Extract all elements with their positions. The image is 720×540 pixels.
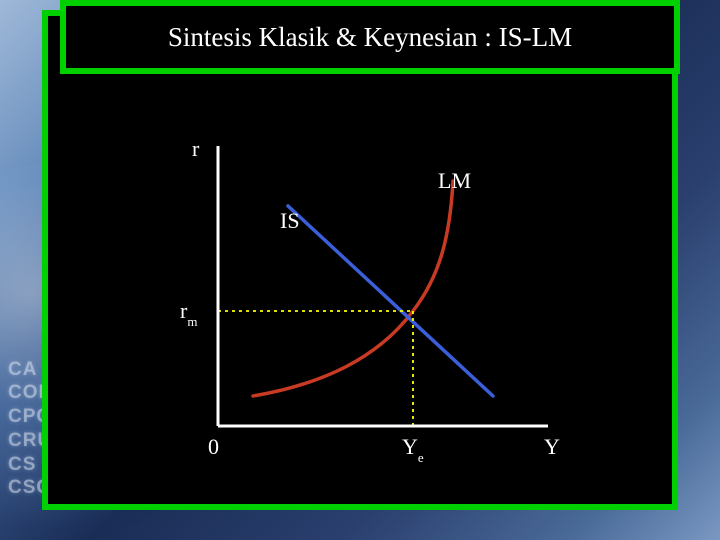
islm-chart: r LM IS rm 0 Ye Y	[148, 126, 578, 476]
slide-title: Sintesis Klasik & Keynesian : IS-LM	[168, 22, 572, 53]
title-box: Sintesis Klasik & Keynesian : IS-LM	[60, 0, 680, 74]
label-y: Y	[544, 434, 560, 460]
label-ye-base: Y	[402, 434, 418, 459]
label-r: r	[192, 136, 199, 162]
label-lm: LM	[438, 168, 471, 194]
label-ye: Ye	[402, 434, 424, 463]
label-ye-sub: e	[418, 450, 424, 465]
label-rm-sub: m	[187, 314, 197, 329]
slide-body: r LM IS rm 0 Ye Y	[42, 10, 678, 510]
is-curve	[288, 206, 493, 396]
label-origin: 0	[208, 434, 219, 460]
chart-svg	[148, 126, 578, 476]
label-rm: rm	[180, 298, 197, 327]
label-is: IS	[280, 208, 300, 234]
